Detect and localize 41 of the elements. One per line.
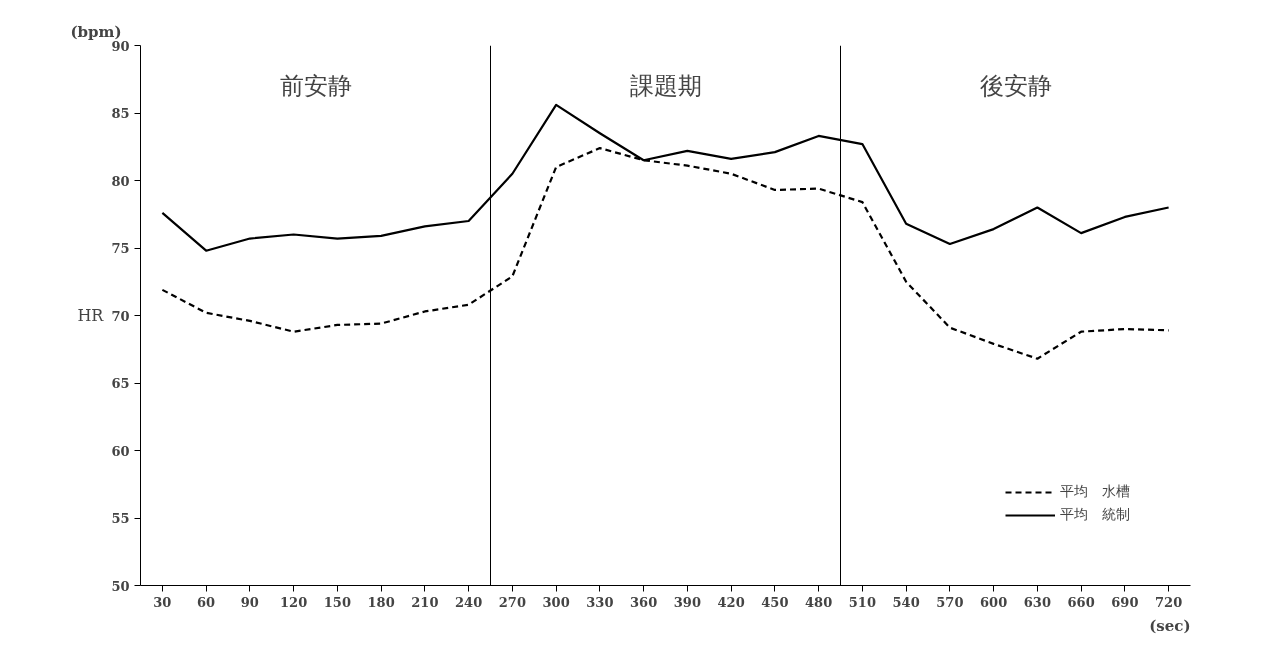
x-tick-label: 630 xyxy=(1023,594,1051,610)
x-tick-label: 120 xyxy=(280,594,308,610)
x-tick-label: 480 xyxy=(805,594,833,610)
y-tick-label: 55 xyxy=(111,511,130,526)
x-tick-label: 270 xyxy=(498,594,526,610)
x-tick-label: 510 xyxy=(848,594,876,610)
text: (bpm) xyxy=(70,22,122,41)
x-tick-label: 360 xyxy=(630,594,658,610)
x-tick-label: 210 xyxy=(411,594,439,610)
x-tick-label: 390 xyxy=(673,594,701,610)
y-tick-label: 65 xyxy=(111,376,130,391)
x-tick-label: 330 xyxy=(586,594,614,610)
y-tick-label: 70 xyxy=(111,308,130,324)
x-tick-label: 60 xyxy=(197,594,216,610)
x-tick-label: 540 xyxy=(892,594,920,610)
y-tick-label: 50 xyxy=(111,578,130,594)
annotation: 課題期 xyxy=(629,71,702,100)
y-tick-label: 80 xyxy=(111,173,130,189)
x-tick-label: 450 xyxy=(761,594,789,610)
x-tick-label: 300 xyxy=(542,594,570,610)
y-tick-label: 60 xyxy=(111,443,130,459)
y-tick-label: 85 xyxy=(111,106,130,121)
x-tick-label: 570 xyxy=(936,594,964,610)
x-tick-label: 600 xyxy=(980,594,1008,610)
x-tick-label: 180 xyxy=(367,594,395,610)
annotation: 後安静 xyxy=(979,71,1052,100)
x-tick-label: 420 xyxy=(717,594,745,610)
x-tick-label: 720 xyxy=(1155,594,1183,610)
x-tick-label: 690 xyxy=(1111,594,1139,610)
text: (sec) xyxy=(1149,616,1191,635)
y-tick-label: 75 xyxy=(111,241,130,256)
x-tick-label: 660 xyxy=(1067,594,1095,610)
x-tick-label: 30 xyxy=(153,594,172,610)
x-tick-label: 150 xyxy=(323,594,351,610)
annotation: 前安静 xyxy=(279,71,352,100)
y-axis-title: HR xyxy=(77,306,105,325)
legend-label: 平均 水槽 xyxy=(1060,483,1130,501)
x-tick-label: 90 xyxy=(240,594,259,610)
legend-label: 平均 統制 xyxy=(1060,506,1130,524)
x-tick-label: 240 xyxy=(455,594,483,610)
y-tick-label: 90 xyxy=(111,38,130,54)
